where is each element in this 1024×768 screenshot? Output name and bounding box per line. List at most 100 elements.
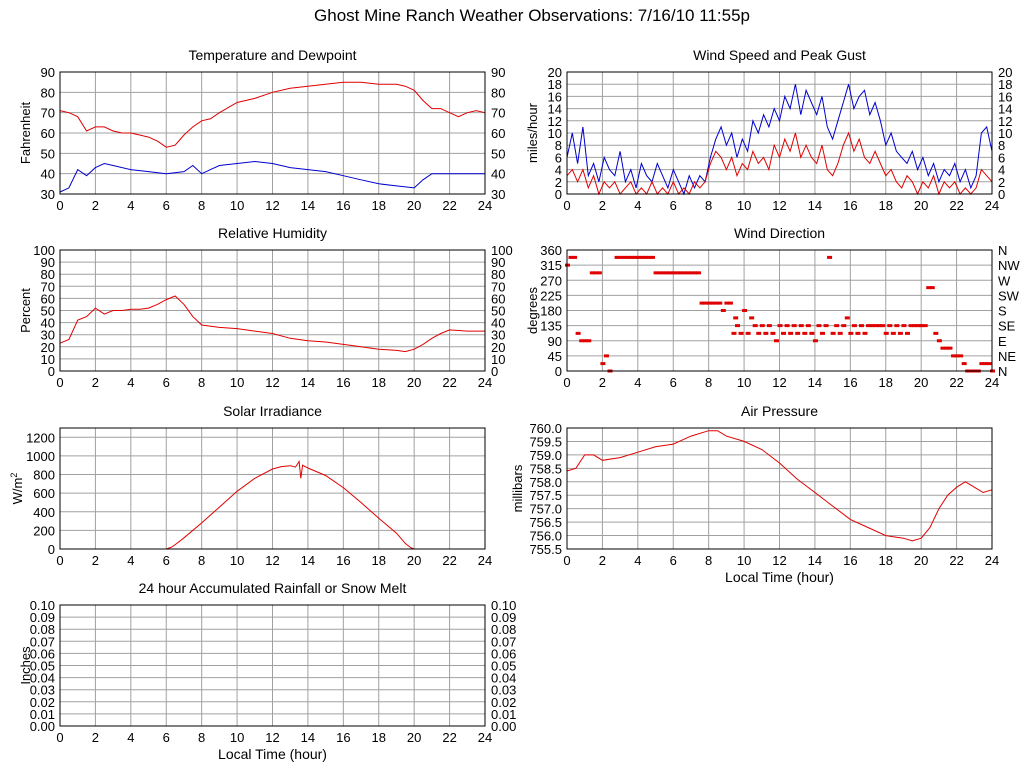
plot-frame xyxy=(566,427,993,550)
y-tick-label: 50 xyxy=(41,304,55,319)
x-tick-label: 14 xyxy=(808,375,822,390)
data-point xyxy=(869,324,875,328)
x-tick-label: 0 xyxy=(563,198,570,213)
x-tick-label: 4 xyxy=(634,198,641,213)
y-tick-label: 756.0 xyxy=(529,529,562,544)
x-tick-label: 2 xyxy=(92,730,99,745)
y-axis-label: Inches xyxy=(18,646,33,685)
data-point xyxy=(837,331,843,335)
y-tick-label: 80 xyxy=(41,85,55,100)
y-axis-label: Fahrenheit xyxy=(18,102,33,165)
y-tick-label-right: 70 xyxy=(491,106,505,121)
y-tick-label-right: 0 xyxy=(491,364,498,379)
data-point xyxy=(961,362,967,366)
data-point xyxy=(905,331,910,335)
x-tick-label: 10 xyxy=(737,198,751,213)
x-tick-label: 20 xyxy=(407,730,421,745)
data-point xyxy=(596,271,602,275)
data-point xyxy=(830,331,836,335)
y-tick-label: 0.01 xyxy=(30,707,55,722)
y-tick-label: 70 xyxy=(41,279,55,294)
x-tick-label: 10 xyxy=(230,553,244,568)
y-axis-label-exp: 2 xyxy=(9,473,19,478)
y-tick-label-right: 0.02 xyxy=(491,695,516,710)
x-tick-label: 20 xyxy=(914,375,928,390)
data-point xyxy=(703,301,709,305)
data-point xyxy=(820,331,825,335)
data-point xyxy=(674,271,680,275)
data-point xyxy=(873,324,879,328)
data-point xyxy=(742,309,748,312)
compass-label: S xyxy=(998,304,1007,319)
y-tick-label: 759.0 xyxy=(529,448,562,463)
x-tick-label: 10 xyxy=(737,553,751,568)
data-point xyxy=(664,271,670,275)
x-tick-label: 24 xyxy=(478,375,492,390)
y-tick-label: 0.03 xyxy=(30,683,55,698)
x-tick-label: 4 xyxy=(127,198,134,213)
data-point xyxy=(897,331,903,335)
x-tick-label: 0 xyxy=(56,730,63,745)
y-tick-label: 760.0 xyxy=(529,421,562,436)
x-tick-label: 20 xyxy=(407,553,421,568)
data-point xyxy=(915,324,921,328)
y-tick-label-right: 0.08 xyxy=(491,622,516,637)
y-tick-label: 8 xyxy=(555,138,562,153)
data-point xyxy=(618,255,624,259)
data-point xyxy=(625,255,631,259)
compass-label: NE xyxy=(998,349,1016,364)
compass-label: E xyxy=(998,334,1007,349)
data-point xyxy=(777,324,783,328)
plot-frame xyxy=(59,249,486,372)
data-point xyxy=(866,324,872,328)
plot-frame xyxy=(566,71,993,195)
x-tick-label: 22 xyxy=(442,553,456,568)
data-point xyxy=(979,362,985,366)
data-point xyxy=(756,331,762,335)
y-tick-label-right: 0.06 xyxy=(491,646,516,661)
chart-title: 24 hour Accumulated Rainfall or Snow Mel… xyxy=(139,580,407,596)
y-tick-label: 600 xyxy=(33,486,55,501)
data-point xyxy=(766,324,772,328)
x-tick-label: 6 xyxy=(163,375,170,390)
chart-title: Wind Direction xyxy=(734,225,825,241)
y-tick-label: 315 xyxy=(540,258,562,273)
data-point xyxy=(699,301,705,305)
y-tick-label-right: 0 xyxy=(998,187,1005,202)
data-point xyxy=(788,331,794,335)
data-point xyxy=(735,324,740,328)
x-tick-label: 20 xyxy=(407,375,421,390)
x-tick-label: 8 xyxy=(705,198,712,213)
chart-rain: 24 hour Accumulated Rainfall or Snow Mel… xyxy=(18,580,516,762)
y-tick-label-right: 2 xyxy=(998,175,1005,190)
x-tick-label: 2 xyxy=(599,553,606,568)
x-tick-label: 14 xyxy=(301,553,315,568)
y-tick-label: 270 xyxy=(540,273,562,288)
y-tick-label: 135 xyxy=(540,319,562,334)
y-tick-label-right: 0.09 xyxy=(491,610,516,625)
x-tick-label: 24 xyxy=(478,730,492,745)
y-tick-label-right: 70 xyxy=(491,279,505,294)
x-tick-label: 16 xyxy=(843,553,857,568)
y-tick-label-right: 0.05 xyxy=(491,659,516,674)
plot-frame xyxy=(59,604,486,727)
y-tick-label: 0 xyxy=(48,364,55,379)
compass-label: NW xyxy=(998,258,1020,273)
data-point xyxy=(763,331,769,335)
data-point xyxy=(848,331,854,335)
data-point xyxy=(706,301,712,305)
y-tick-label-right: 30 xyxy=(491,328,505,343)
y-tick-label: 50 xyxy=(41,146,55,161)
data-point xyxy=(671,271,677,275)
data-point xyxy=(919,324,925,328)
x-axis-label: Local Time (hour) xyxy=(725,569,834,585)
x-tick-label: 0 xyxy=(56,375,63,390)
data-point xyxy=(733,316,739,320)
data-point xyxy=(951,354,957,358)
data-point xyxy=(653,271,659,275)
data-point xyxy=(827,255,833,259)
y-tick-label: 225 xyxy=(540,288,562,303)
data-point xyxy=(650,255,655,259)
y-tick-label: 0.09 xyxy=(30,610,55,625)
